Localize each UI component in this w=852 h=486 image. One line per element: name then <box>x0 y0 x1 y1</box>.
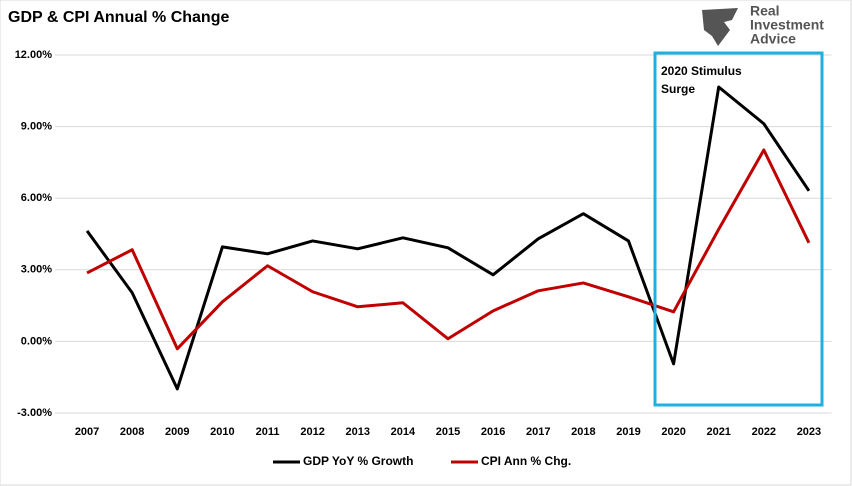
logo-text: Real <box>750 3 780 19</box>
x-tick-label: 2011 <box>256 426 280 438</box>
annotation: Surge <box>661 82 695 96</box>
logo-text: Advice <box>750 31 796 47</box>
legend: GDP YoY % Growth CPI Ann % Chg. <box>273 454 571 468</box>
x-tick-label: 2021 <box>706 426 730 438</box>
x-tick-label: 2019 <box>616 426 640 438</box>
logo: Real Investment Advice <box>702 3 824 47</box>
legend-label: GDP YoY % Growth <box>303 454 413 468</box>
highlight-box <box>653 51 824 407</box>
logo-icon <box>702 8 738 46</box>
x-tick-label: 2017 <box>526 426 550 438</box>
x-tick-label: 2014 <box>391 426 416 438</box>
x-tick-label: 2015 <box>436 426 460 438</box>
lines <box>85 85 811 391</box>
x-tick-label: 2008 <box>120 426 144 438</box>
x-tick-label: 2010 <box>210 426 234 438</box>
y-tick-label: 0.00% <box>21 335 52 347</box>
x-tick-label: 2007 <box>75 426 99 438</box>
x-tick-label: 2023 <box>797 426 821 438</box>
y-tick-label: -3.00% <box>17 407 52 419</box>
x-tick-label: 2013 <box>346 426 370 438</box>
y-tick-label: 3.00% <box>21 264 52 276</box>
x-tick-label: 2020 <box>661 426 685 438</box>
logo-text: Investment <box>750 17 824 33</box>
annotation: 2020 Stimulus <box>661 64 742 78</box>
y-tick-label: 9.00% <box>21 121 52 133</box>
y-tick-label: 12.00% <box>15 49 53 61</box>
chart-title: GDP & CPI Annual % Change <box>8 9 229 26</box>
legend-label: CPI Ann % Chg. <box>481 454 571 468</box>
x-tick-label: 2018 <box>571 426 595 438</box>
y-tick-label: 6.00% <box>21 192 52 204</box>
x-tick-label: 2022 <box>752 426 776 438</box>
series-line <box>85 85 811 391</box>
x-tick-label: 2009 <box>165 426 189 438</box>
series-line <box>86 148 811 351</box>
x-tick-label: 2016 <box>481 426 505 438</box>
x-tick-label: 2012 <box>300 426 324 438</box>
